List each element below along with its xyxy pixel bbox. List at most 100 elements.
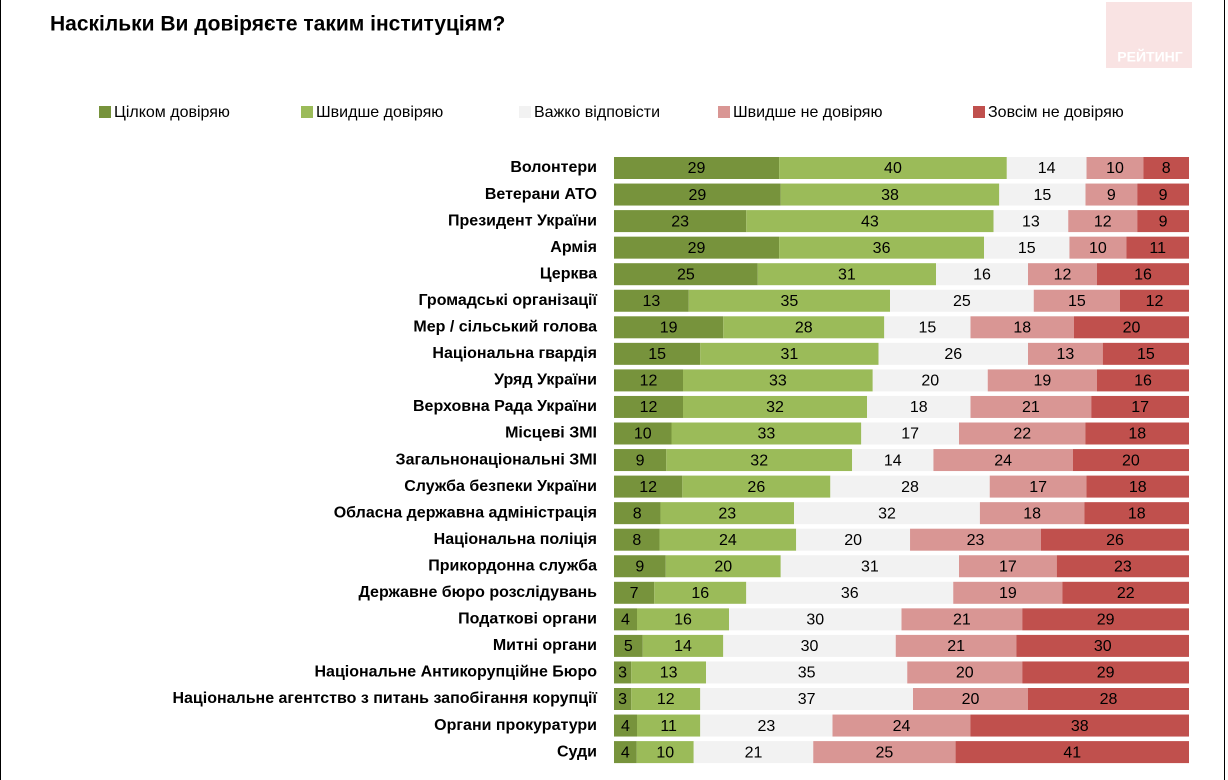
data-label: 21 [1022, 399, 1040, 416]
data-label: 13 [642, 293, 660, 310]
bar-segment [1028, 688, 1189, 710]
data-label: 18 [1128, 426, 1146, 443]
bar-segment [1097, 263, 1189, 286]
legend-swatch [519, 106, 531, 118]
data-label: 16 [674, 612, 692, 629]
data-label: 21 [745, 744, 763, 761]
bar-segment [614, 661, 632, 684]
bar-segment [1040, 528, 1189, 551]
data-label: 11 [1149, 240, 1166, 257]
data-label: 20 [962, 691, 980, 708]
legend-label: Цілком довіряю [114, 104, 230, 121]
bar-segment [1074, 316, 1189, 339]
bar-segment [852, 449, 934, 472]
logo: РЕЙТИНГ [1117, 48, 1182, 65]
bar-segment [970, 395, 1092, 418]
bar-segment [1137, 183, 1189, 206]
bar-segment [614, 316, 724, 339]
bar-segment [984, 236, 1070, 259]
bar-segment [614, 210, 747, 233]
bar-segment [979, 502, 1085, 525]
bar-segment [746, 210, 994, 233]
category-label: Національне Антикорупційне Бюро [315, 664, 598, 681]
data-label: 41 [1063, 744, 1081, 761]
data-label: 30 [1094, 638, 1112, 655]
bar-segment [1097, 369, 1189, 392]
bar-segment [794, 502, 980, 525]
bar-segment [614, 289, 689, 312]
bar-segment [614, 502, 661, 525]
data-label: 23 [671, 213, 689, 230]
data-label: 15 [1018, 240, 1036, 257]
bar-segment [631, 661, 706, 684]
data-label: 16 [691, 585, 709, 602]
bar-segment [688, 289, 890, 312]
chart-title: Наскільки Ви довіряєте таким інституціям… [50, 13, 505, 36]
data-label: 23 [718, 505, 736, 522]
data-label: 22 [1117, 585, 1135, 602]
data-label: 10 [1106, 160, 1124, 177]
bar-segment [1091, 395, 1189, 418]
category-label: Національне агентство з питань запобіган… [172, 690, 597, 707]
bar-segment [1084, 502, 1189, 525]
bar-segment [796, 528, 911, 551]
data-label: 32 [766, 399, 784, 416]
bar-segment [1069, 236, 1127, 259]
data-label: 17 [1029, 479, 1047, 496]
data-label: 19 [1033, 373, 1051, 390]
data-label: 10 [634, 426, 652, 443]
data-label: 36 [841, 585, 859, 602]
bar-segment [700, 342, 879, 365]
bar-segment [660, 502, 795, 525]
bar-segment [895, 634, 1017, 657]
data-label: 38 [881, 187, 899, 204]
data-label: 31 [838, 266, 856, 283]
bar-segment [614, 395, 683, 418]
data-label: 15 [1137, 346, 1155, 363]
data-label: 36 [873, 240, 891, 257]
bar-segment [1068, 210, 1138, 233]
data-label: 26 [1106, 532, 1124, 549]
bar-segment [614, 714, 637, 737]
bar-segment [907, 661, 1023, 684]
data-label: 16 [1134, 373, 1152, 390]
bar-segment [700, 714, 833, 737]
bar-segment [993, 210, 1069, 233]
bar-segment [1102, 342, 1189, 365]
bar-segment [1126, 236, 1189, 259]
data-label: 13 [660, 665, 678, 682]
data-label: 15 [1068, 293, 1086, 310]
bar-segment [1028, 263, 1097, 286]
data-label: 15 [648, 346, 666, 363]
data-label: 37 [798, 691, 816, 708]
data-label: 21 [953, 612, 971, 629]
bar-segment [970, 714, 1189, 737]
data-label: 33 [769, 373, 787, 390]
bar-segment [1033, 289, 1120, 312]
data-label: 25 [953, 293, 971, 310]
bar-segment [933, 449, 1073, 472]
legend-label: Швидше не довіряю [733, 104, 882, 121]
data-label: 29 [688, 240, 706, 257]
bar-segment [959, 422, 1086, 445]
data-label: 8 [632, 532, 641, 549]
data-label: 23 [757, 718, 775, 735]
data-label: 19 [660, 320, 678, 337]
bar-segment [1120, 289, 1189, 312]
legend-label: Швидше довіряю [316, 104, 443, 121]
data-label: 17 [999, 558, 1017, 575]
category-label: Церква [540, 265, 597, 282]
data-label: 38 [1071, 718, 1089, 735]
bar-segment [637, 608, 729, 631]
data-label: 4 [621, 612, 630, 629]
logo-box [1106, 2, 1192, 68]
data-label: 12 [1146, 293, 1164, 310]
bar-segment [683, 369, 873, 392]
category-label: Органи прокуратури [434, 717, 597, 734]
data-label: 12 [640, 399, 658, 416]
bar-segment [614, 449, 667, 472]
data-label: 13 [1056, 346, 1074, 363]
data-label: 26 [944, 346, 962, 363]
bar-segment [779, 236, 985, 259]
